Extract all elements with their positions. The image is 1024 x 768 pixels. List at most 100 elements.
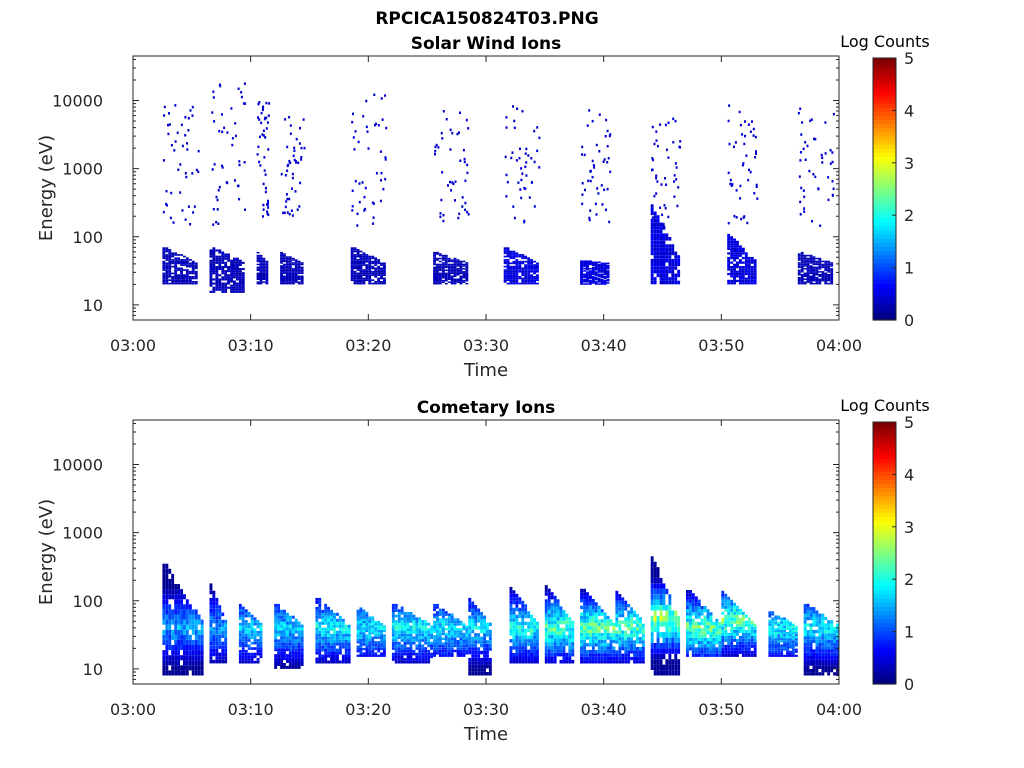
spectrogram-cell bbox=[438, 257, 442, 260]
spectrogram-cell bbox=[188, 265, 192, 268]
spectrogram-cell bbox=[515, 600, 519, 605]
spectrogram-cell bbox=[362, 654, 366, 657]
spectrogram-cell bbox=[174, 281, 178, 283]
spectrogram-cell bbox=[286, 269, 289, 272]
spectrogram-cell bbox=[244, 639, 248, 642]
spectrogram-cell bbox=[356, 262, 360, 265]
spectrogram-cell bbox=[665, 605, 669, 611]
scatter-count bbox=[813, 137, 815, 141]
spectrogram-cell bbox=[518, 255, 522, 258]
spectrogram-cell bbox=[450, 652, 454, 655]
spectrogram-cell bbox=[359, 641, 363, 644]
spectrogram-cell bbox=[706, 628, 710, 632]
spectrogram-cell bbox=[256, 263, 260, 266]
spectrogram-cell bbox=[183, 264, 186, 266]
spectrogram-cell bbox=[586, 280, 589, 282]
spectrogram-cell bbox=[259, 639, 263, 642]
spectrogram-cell bbox=[512, 614, 516, 619]
spectrogram-cell bbox=[509, 604, 513, 608]
scatter-count bbox=[236, 184, 239, 188]
spectrogram-cell bbox=[562, 613, 566, 618]
spectrogram-cell bbox=[291, 645, 295, 649]
spectrogram-cell bbox=[627, 660, 631, 664]
spectrogram-cell bbox=[803, 272, 807, 275]
spectrogram-cell bbox=[274, 627, 278, 631]
spectrogram-cell bbox=[197, 655, 201, 661]
spectrogram-cell bbox=[294, 272, 298, 275]
scatter-count bbox=[814, 175, 817, 179]
spectrogram-cell bbox=[488, 629, 492, 634]
spectrogram-cell bbox=[350, 250, 354, 253]
scatter-count bbox=[677, 186, 680, 189]
spectrogram-cell bbox=[665, 659, 669, 665]
spectrogram-cell bbox=[488, 636, 492, 641]
spectrogram-cell bbox=[806, 278, 810, 280]
spectrogram-cell bbox=[453, 282, 457, 285]
spectrogram-cell bbox=[550, 620, 554, 625]
spectrogram-cell bbox=[709, 637, 713, 641]
spectrogram-cell bbox=[436, 603, 439, 607]
spectrogram-cell bbox=[280, 256, 283, 258]
spectrogram-cell bbox=[465, 652, 469, 655]
scatter-count bbox=[800, 133, 803, 136]
spectrogram-cell bbox=[244, 636, 248, 640]
spectrogram-cell bbox=[168, 279, 172, 281]
spectrogram-cell bbox=[618, 660, 622, 664]
spectrogram-cell bbox=[180, 655, 183, 661]
spectrogram-cell bbox=[371, 641, 375, 644]
burst bbox=[256, 101, 271, 285]
spectrogram-cell bbox=[294, 642, 298, 646]
scatter-count bbox=[831, 160, 834, 164]
spectrogram-cell bbox=[674, 653, 678, 660]
spectrogram-cell bbox=[468, 629, 472, 634]
scatter-count bbox=[300, 156, 303, 159]
colorbar-segment bbox=[873, 303, 896, 309]
spectrogram-cell bbox=[377, 274, 381, 276]
spectrogram-cell bbox=[233, 282, 236, 285]
spectrogram-cell bbox=[294, 654, 298, 658]
spectrogram-cell bbox=[374, 264, 378, 266]
spectrogram-cell bbox=[280, 654, 283, 658]
spectrogram-cell bbox=[700, 637, 704, 641]
spectrogram-cell bbox=[280, 274, 283, 276]
spectrogram-cell bbox=[188, 279, 192, 281]
scatter-count bbox=[287, 163, 290, 167]
spectrogram-cell bbox=[424, 636, 428, 640]
spectrogram-cell bbox=[650, 226, 654, 230]
spectrogram-cell bbox=[800, 275, 804, 277]
spectrogram-cell bbox=[353, 265, 357, 268]
spectrogram-cell bbox=[371, 618, 375, 621]
spectrogram-cell bbox=[712, 641, 716, 645]
scatter-count bbox=[821, 156, 824, 160]
spectrogram-cell bbox=[450, 642, 454, 645]
spectrogram-cell bbox=[288, 269, 292, 272]
spectrogram-cell bbox=[241, 658, 245, 661]
spectrogram-cell bbox=[509, 254, 513, 256]
spectrogram-cell bbox=[259, 647, 263, 650]
spectrogram-cell bbox=[324, 642, 328, 646]
spectrogram-cell bbox=[736, 263, 739, 266]
spectrogram-cell bbox=[430, 636, 433, 640]
spectrogram-cell bbox=[238, 644, 242, 648]
spectrogram-cell bbox=[547, 649, 551, 653]
spectrogram-cell bbox=[462, 272, 466, 275]
spectrogram-cell bbox=[653, 211, 657, 216]
spectrogram-cell bbox=[436, 266, 439, 269]
spectrogram-cell bbox=[668, 621, 672, 627]
spectrogram-cell bbox=[224, 284, 228, 287]
spectrogram-cell bbox=[550, 617, 554, 621]
spectrogram-cell bbox=[750, 275, 754, 278]
spectrogram-cell bbox=[194, 276, 198, 278]
spectrogram-cell bbox=[747, 266, 751, 269]
spectrogram-cell bbox=[183, 276, 186, 278]
spectrogram-cell bbox=[338, 615, 342, 619]
scatter-count bbox=[449, 180, 451, 184]
spectrogram-cell bbox=[474, 612, 478, 616]
spectrogram-cell bbox=[515, 279, 519, 281]
spectrogram-cell bbox=[356, 276, 360, 278]
spectrogram-cell bbox=[380, 638, 383, 642]
spectrogram-cell bbox=[506, 274, 510, 276]
spectrogram-cell bbox=[512, 646, 516, 650]
spectrogram-cell bbox=[583, 626, 586, 630]
